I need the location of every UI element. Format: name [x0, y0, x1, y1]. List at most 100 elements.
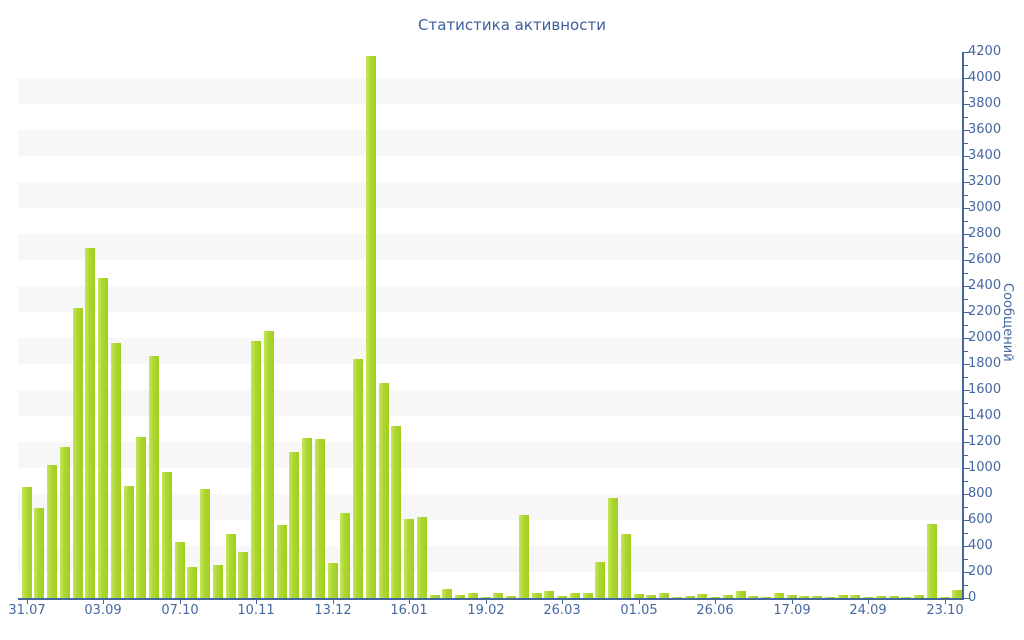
bar [314, 439, 325, 598]
bar [850, 595, 861, 598]
y-minor-tick [964, 195, 968, 196]
y-tick [964, 286, 970, 287]
bar [659, 593, 670, 598]
bar [824, 597, 835, 598]
y-tick [964, 312, 970, 313]
bar [671, 597, 682, 598]
y-tick [964, 520, 970, 521]
y-tick [964, 338, 970, 339]
y-tick [964, 390, 970, 391]
x-tick-label: 16.01 [390, 603, 428, 618]
x-tick-label: 13.12 [314, 603, 352, 618]
bar [557, 596, 568, 598]
x-tick [715, 600, 716, 604]
bar [225, 534, 236, 598]
y-minor-tick [964, 455, 968, 456]
y-tick-label: 3800 [968, 96, 1002, 111]
y-tick [964, 130, 970, 131]
bar [748, 596, 759, 598]
y-tick-label: 2200 [968, 304, 1002, 319]
bar [901, 597, 912, 598]
bar [110, 343, 121, 598]
bar [212, 565, 223, 598]
y-tick [964, 364, 970, 365]
bar [59, 447, 70, 598]
x-tick-label: 01.05 [620, 603, 658, 618]
y-tick-label: 3600 [968, 122, 1002, 137]
bar [327, 563, 338, 598]
y-tick-label: 1600 [968, 382, 1002, 397]
x-tick [409, 600, 410, 604]
bar [467, 593, 478, 598]
bar [98, 278, 109, 598]
y-tick [964, 494, 970, 495]
x-tick-label: 19.02 [467, 603, 505, 618]
bar [735, 591, 746, 598]
x-tick-label: 26.06 [696, 603, 734, 618]
y-tick [964, 572, 970, 573]
bar [582, 593, 593, 598]
x-tick [868, 600, 869, 604]
y-tick-label: 800 [968, 486, 993, 501]
bar [429, 595, 440, 598]
bar [34, 508, 45, 598]
bar [416, 517, 427, 598]
bar [276, 525, 287, 598]
bar [149, 356, 160, 598]
bar [646, 595, 657, 598]
bar [863, 597, 874, 598]
plot-area [18, 52, 963, 598]
bar [710, 597, 721, 598]
bar [569, 593, 580, 598]
y-tick-label: 3000 [968, 200, 1002, 215]
bar [480, 597, 491, 598]
bar [837, 595, 848, 598]
bar [608, 498, 619, 598]
y-minor-tick [964, 351, 968, 352]
bar [404, 519, 415, 598]
bar [353, 359, 364, 598]
x-tick [792, 600, 793, 604]
y-tick [964, 260, 970, 261]
bar [493, 593, 504, 598]
y-tick-label: 0 [968, 590, 977, 605]
bar [47, 465, 58, 598]
bar [187, 567, 198, 598]
y-tick-label: 3200 [968, 174, 1002, 189]
x-tick-label: 10.11 [237, 603, 275, 618]
x-tick [27, 600, 28, 604]
y-tick [964, 104, 970, 105]
x-tick [639, 600, 640, 604]
y-tick [964, 156, 970, 157]
bar [952, 590, 963, 598]
y-tick-label: 3400 [968, 148, 1002, 163]
bar [812, 596, 823, 598]
x-tick [562, 600, 563, 604]
y-tick-label: 2000 [968, 330, 1002, 345]
y-minor-tick [964, 559, 968, 560]
y-minor-tick [964, 377, 968, 378]
bar [786, 595, 797, 598]
x-tick [486, 600, 487, 604]
y-tick-label: 600 [968, 512, 993, 527]
y-tick [964, 52, 970, 53]
x-tick [103, 600, 104, 604]
y-minor-tick [964, 247, 968, 248]
y-tick [964, 182, 970, 183]
bar [761, 597, 772, 598]
bar [722, 595, 733, 598]
bar [340, 513, 351, 598]
x-axis-line [18, 598, 964, 600]
y-minor-tick [964, 585, 968, 586]
bar [123, 486, 134, 598]
y-tick [964, 468, 970, 469]
y-tick-label: 2600 [968, 252, 1002, 267]
y-axis-line [962, 52, 964, 600]
bar [939, 597, 950, 598]
bar [442, 589, 453, 598]
bar [174, 542, 185, 598]
bar [302, 438, 313, 598]
bar [518, 515, 529, 598]
bar [85, 248, 96, 598]
bar [378, 383, 389, 598]
